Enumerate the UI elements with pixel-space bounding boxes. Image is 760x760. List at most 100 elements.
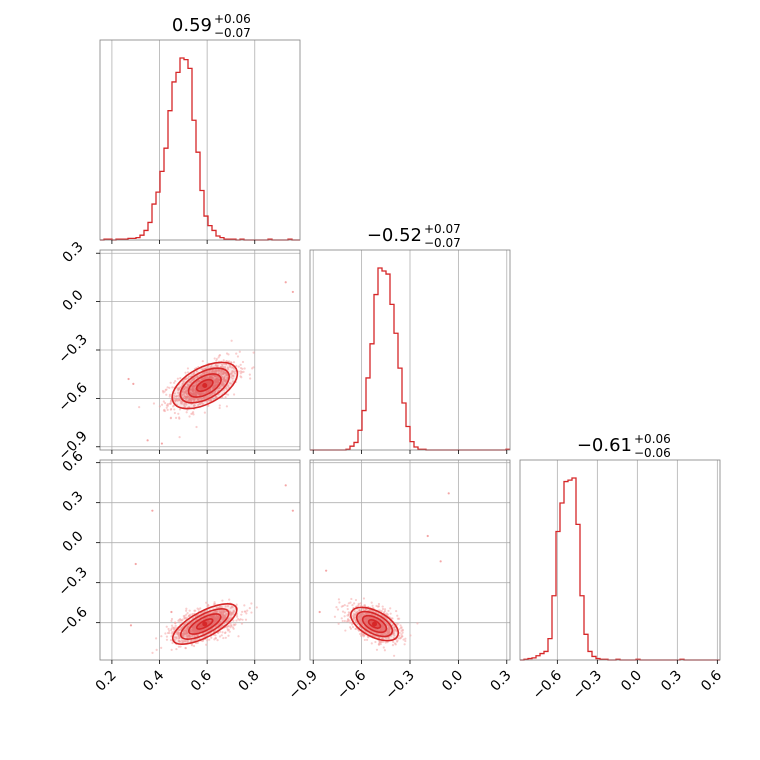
sample-point <box>183 622 187 626</box>
sample-point <box>177 645 180 648</box>
sample-point <box>232 374 235 377</box>
sample-point <box>158 405 161 408</box>
sample-point <box>218 635 222 638</box>
sample-point <box>375 648 379 651</box>
sample-point <box>398 634 401 637</box>
sample-point <box>218 404 221 407</box>
sample-point <box>245 612 248 615</box>
sample-point <box>184 646 187 650</box>
sample-point <box>192 397 195 400</box>
sample-point <box>162 391 165 394</box>
sample-point <box>192 373 195 376</box>
sample-point <box>238 350 241 353</box>
sample-point <box>230 372 233 375</box>
sample-point <box>228 365 232 368</box>
sample-point <box>402 638 405 641</box>
sample-point <box>226 366 230 369</box>
sample-point <box>191 612 194 616</box>
sample-point <box>335 606 338 609</box>
sample-point <box>403 643 406 646</box>
sample-point <box>174 622 177 625</box>
sample-point <box>168 402 171 405</box>
x-tick-label: 0.6 <box>698 667 725 694</box>
sample-point <box>192 627 195 630</box>
sample-point <box>182 614 185 618</box>
sample-point <box>240 376 243 379</box>
sample-point <box>195 393 198 396</box>
sample-point <box>173 408 176 411</box>
sample-point <box>235 364 238 368</box>
sample-point <box>173 411 176 415</box>
sample-point <box>191 644 194 647</box>
sample-point <box>400 626 403 629</box>
scatter-panel-2: 0.2 0.4 0.6 0.8−0.6−0.30.00.30.6 <box>55 448 301 695</box>
sample-point <box>170 617 174 621</box>
sample-point <box>241 371 244 374</box>
sample-point <box>193 609 196 612</box>
sample-point <box>225 379 228 383</box>
sample-point <box>243 604 246 607</box>
sample-point <box>223 375 226 378</box>
sample-point <box>380 609 383 613</box>
sample-point <box>179 640 182 643</box>
sample-point <box>244 618 248 621</box>
sample-point <box>205 643 208 646</box>
sample-point <box>177 412 180 415</box>
sample-point <box>201 360 204 363</box>
sample-point <box>347 618 350 621</box>
sample-point <box>224 396 227 399</box>
sample-point <box>206 603 210 607</box>
sample-point <box>352 614 355 618</box>
sample-point <box>191 393 194 396</box>
sample-point <box>160 646 163 649</box>
sample-point <box>165 638 169 641</box>
sample-point <box>160 442 164 445</box>
sample-point <box>185 392 188 395</box>
sample-point <box>349 601 352 604</box>
sample-point <box>224 605 227 608</box>
sample-point <box>190 622 193 625</box>
x-tick-label: 0.0 <box>618 668 645 695</box>
sample-point <box>439 560 442 563</box>
sample-point <box>396 614 399 617</box>
sample-point <box>387 609 390 613</box>
sample-point <box>174 398 177 401</box>
x-tick-label: 0.3 <box>658 668 685 695</box>
sample-point <box>185 609 188 612</box>
sample-point <box>184 640 187 643</box>
sample-point <box>176 377 179 380</box>
sample-point <box>185 629 188 632</box>
sample-point <box>350 597 353 601</box>
sample-point <box>352 612 356 616</box>
sample-point <box>217 381 220 384</box>
sample-point <box>389 621 392 624</box>
sample-point <box>186 632 189 635</box>
y-tick-label: −0.6 <box>55 380 90 415</box>
sample-point <box>162 400 165 403</box>
sample-point <box>219 372 222 375</box>
sample-point <box>232 609 235 612</box>
sample-point <box>195 370 198 373</box>
sample-point <box>212 615 215 618</box>
sample-point <box>170 648 173 651</box>
sample-point <box>184 616 187 619</box>
sample-point <box>205 391 208 394</box>
sample-point <box>391 617 394 620</box>
sample-point <box>400 633 403 636</box>
sample-point <box>225 359 228 363</box>
x-tick-label: −0.9 <box>286 668 321 703</box>
sample-point <box>227 353 230 356</box>
sample-point <box>202 377 206 381</box>
sample-point <box>225 374 228 377</box>
sample-point <box>404 637 407 640</box>
sample-point <box>163 409 167 413</box>
sample-point <box>210 636 213 639</box>
histogram-panel-2: −0.52 +0.07−0.07 <box>309 222 511 454</box>
sample-point <box>199 607 202 610</box>
sample-point <box>192 405 196 408</box>
sample-point <box>241 360 245 364</box>
sample-point <box>231 377 234 380</box>
sample-point <box>447 492 450 495</box>
sample-point <box>169 417 172 420</box>
sample-point <box>380 641 383 644</box>
